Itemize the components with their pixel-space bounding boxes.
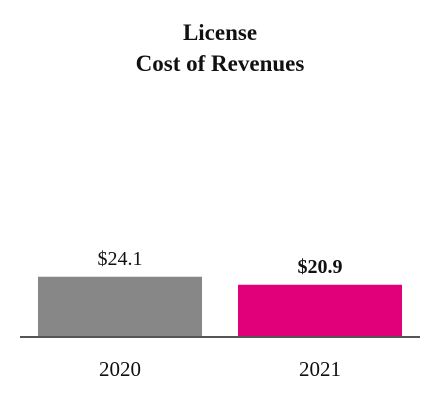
chart-title-line-1: License <box>183 20 257 45</box>
category-label-2021: 2021 <box>299 357 341 381</box>
data-label-2020: $24.1 <box>98 248 143 270</box>
bar-2020 <box>38 276 202 337</box>
chart-title-line-2: Cost of Revenues <box>136 51 305 76</box>
category-label-2020: 2020 <box>99 357 141 381</box>
labels-layer: $24.1 2020 $20.9 2021 <box>98 248 343 381</box>
bar-2021 <box>238 284 402 337</box>
bars-layer <box>38 276 402 337</box>
data-label-2021: $20.9 <box>298 256 343 278</box>
